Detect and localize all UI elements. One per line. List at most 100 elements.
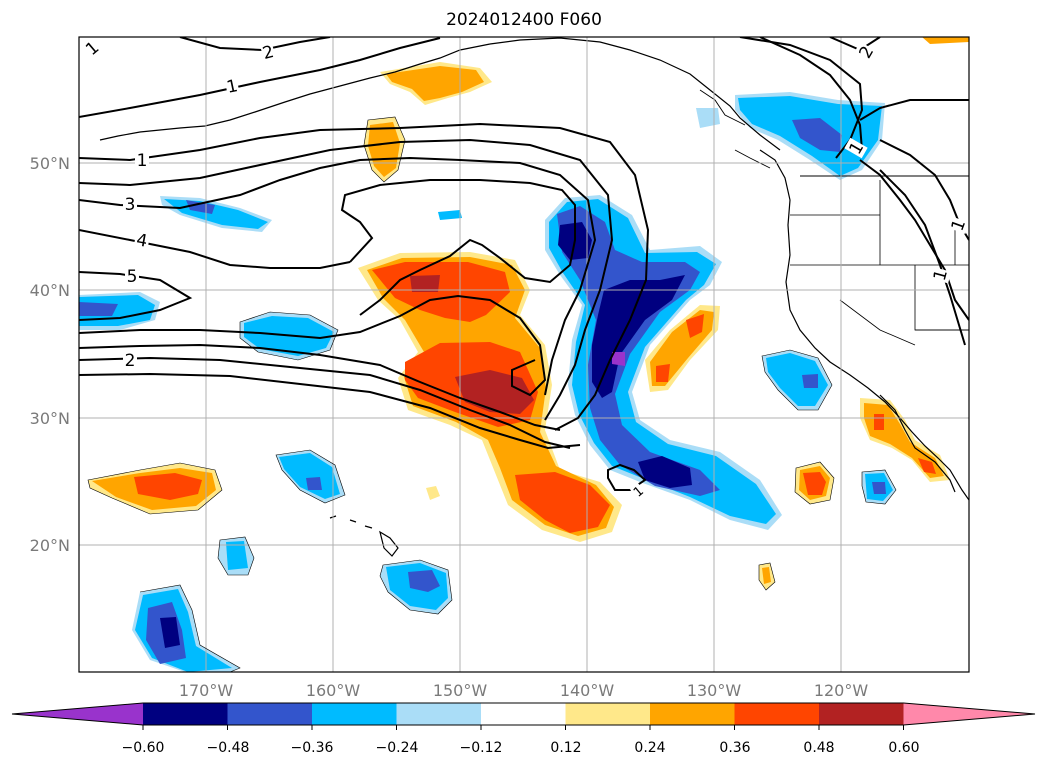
lon-label: 130°W (687, 681, 742, 700)
contour-label: 1 (225, 76, 240, 98)
contour-line (79, 229, 351, 269)
colorbar-extend-high (903, 703, 1035, 725)
negative-anomaly-area (766, 353, 828, 406)
contour-line (759, 37, 863, 151)
contour-line (79, 37, 441, 118)
shade-outline (363, 116, 406, 183)
negative-anomaly-area (802, 374, 818, 388)
negative-anomaly-area (186, 200, 215, 214)
contour-line (79, 271, 193, 321)
colorbar-segment (396, 703, 482, 725)
shade-outline (861, 469, 897, 505)
contour-line (79, 343, 561, 431)
map-title: 2024012400 F060 (446, 10, 602, 30)
alaska-coast (489, 37, 781, 151)
contour-label: 2 (125, 351, 136, 371)
coast-detail (699, 89, 771, 169)
contour-label: 2 (260, 42, 276, 64)
gridlines (79, 37, 969, 672)
positive-anomaly-area (426, 486, 440, 500)
colorbar-ticks: −0.60 −0.48 −0.36 −0.24 −0.12 0.12 0.24 … (122, 740, 920, 756)
colorbar-tick-label: −0.60 (122, 740, 165, 756)
lon-label: 140°W (560, 681, 615, 700)
shade-outline (379, 559, 453, 615)
positive-anomaly-area (656, 314, 704, 382)
contour-line (79, 122, 650, 431)
positive-anomaly-area (803, 472, 826, 495)
positive-anomaly-area (762, 567, 771, 584)
colorbar-tick-label: −0.12 (460, 740, 503, 756)
colorbar-extend-low (12, 703, 143, 725)
shade-outline (239, 311, 339, 361)
colorbar-tick-label: 0.48 (803, 740, 834, 756)
shade-outline (758, 562, 776, 591)
lon-label: 170°W (179, 681, 234, 700)
lat-label: 30°N (30, 409, 70, 428)
colorbar-tick-label: −0.36 (291, 740, 334, 756)
colorbar-segment (312, 703, 397, 725)
longitude-labels: 170°W 160°W 150°W 140°W 130°W 120°W (179, 681, 869, 700)
contour-label: 1 (930, 267, 952, 283)
positive-anomaly-area (515, 472, 610, 533)
positive-anomaly-area (922, 37, 969, 44)
lat-label: 40°N (30, 281, 70, 300)
contour-line (340, 179, 576, 316)
positive-anomaly-area (874, 414, 936, 474)
negative-anomaly-area (279, 453, 340, 499)
negative-anomaly-area (438, 210, 462, 220)
colorbar-segment (734, 703, 820, 725)
lat-label: 20°N (30, 536, 70, 555)
negative-anomaly-area (79, 302, 118, 316)
lon-label: 120°W (814, 681, 869, 700)
shade-outline (761, 349, 833, 411)
negative-anomaly-area (612, 352, 625, 366)
shade-outlines (87, 116, 897, 672)
contour-line (859, 159, 969, 321)
colorbar-segment (143, 703, 228, 725)
colorbar-tick-label: 0.36 (719, 740, 750, 756)
negative-anomaly-area (792, 118, 842, 152)
negative-anomaly-area (160, 617, 180, 648)
negative-anomaly-area (306, 477, 322, 490)
aleutian-islands (99, 43, 491, 141)
contour-label: 3 (125, 195, 136, 215)
negative-anomaly-area (872, 482, 886, 494)
contour-label: 4 (135, 230, 149, 252)
contour-line (79, 156, 597, 396)
contour-line (79, 356, 571, 449)
state-border (790, 180, 969, 331)
positive-anomaly-area (134, 473, 202, 500)
shade-outline (794, 461, 835, 505)
colorbar-tick-label: 0.60 (888, 740, 919, 756)
contour-label: 1 (137, 151, 148, 171)
lat-label: 50°N (30, 154, 70, 173)
west-coast (759, 149, 969, 501)
contour-line (879, 169, 966, 346)
latitude-labels: 50°N 40°N 30°N 20°N (30, 154, 70, 555)
colorbar-tick-label: 0.12 (550, 740, 581, 756)
negative-anomaly-area (408, 570, 440, 592)
colorbar-segment (565, 703, 651, 725)
colorbar (11, 702, 1036, 730)
colorbar-tick-label: 0.24 (634, 740, 665, 756)
colorbar-tick-label: −0.24 (376, 740, 419, 756)
colorbar-segment (650, 703, 735, 725)
map-area: 1 2 1 1 3 4 5 2 2 1 1 1 1 (79, 37, 969, 672)
positive-anomaly-area (410, 275, 440, 292)
colorbar-segment (227, 703, 313, 725)
shaded-fields (79, 37, 969, 672)
contour-line (79, 138, 614, 421)
shade-outline (87, 462, 223, 515)
lon-label: 160°W (306, 681, 361, 700)
colorbar-segment (819, 703, 904, 725)
baja-california (879, 394, 956, 493)
contour-line (859, 99, 969, 121)
negative-anomaly-area (226, 541, 248, 570)
map-frame (78, 36, 970, 673)
negative-anomaly-area (638, 456, 692, 488)
contour-label: 5 (127, 267, 138, 287)
colorbar-segment (481, 703, 566, 725)
contour-line (79, 372, 581, 450)
shade-outline (217, 536, 255, 576)
